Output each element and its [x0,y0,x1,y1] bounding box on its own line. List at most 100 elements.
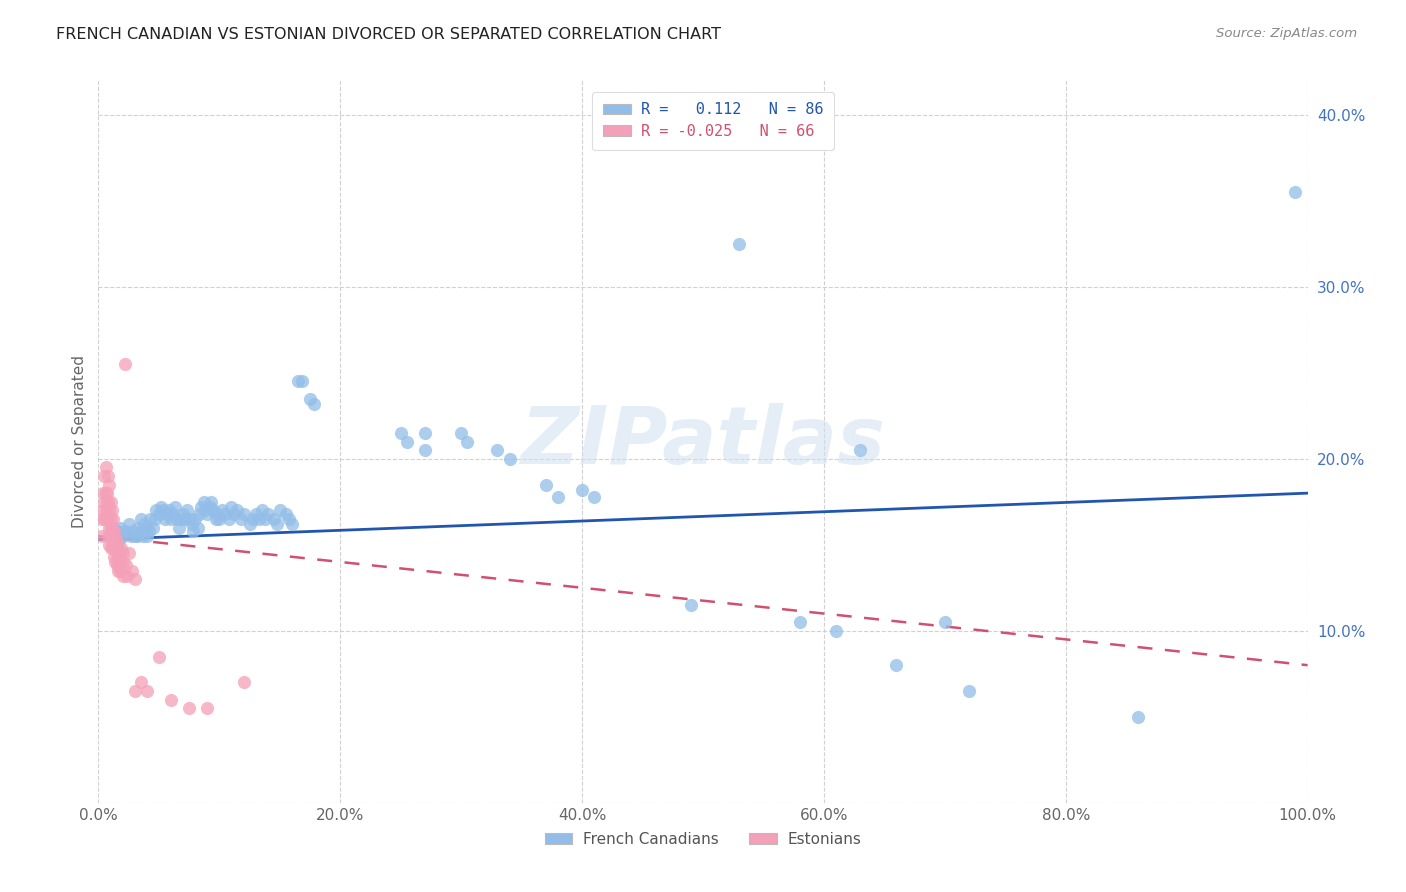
Point [198,500,221,514]
Point [97,469,120,483]
Point [121,524,143,538]
Point [93,512,115,526]
Point [413,443,436,458]
Point [232,675,254,690]
Point [104,541,127,556]
Point [105,524,128,538]
Point [679,598,702,612]
Point [93,469,115,483]
Point [211,503,233,517]
Point [135,520,157,534]
Point [934,615,956,630]
Point [93,494,115,508]
Point [957,684,980,698]
Point [278,512,301,526]
Point [111,568,134,582]
Point [108,533,131,547]
Point [91,503,114,517]
Point [97,529,120,543]
Point [108,551,131,566]
Point [226,503,249,517]
Point [98,520,121,534]
Point [583,490,606,504]
Text: FRENCH CANADIAN VS ESTONIAN DIVORCED OR SEPARATED CORRELATION CHART: FRENCH CANADIAN VS ESTONIAN DIVORCED OR … [56,27,721,42]
Point [202,503,225,517]
Point [229,512,252,526]
Point [124,684,146,698]
Point [108,558,131,573]
Point [221,500,243,514]
Point [195,507,218,521]
Point [148,507,170,521]
Point [96,494,118,508]
Point [111,529,134,543]
Point [135,684,157,698]
Point [100,538,122,552]
Point [104,529,127,543]
Point [162,507,184,521]
Point [242,512,264,526]
Point [100,503,122,517]
Point [129,675,152,690]
Point [114,524,136,538]
Point [194,503,217,517]
Point [107,551,129,566]
Point [547,490,569,504]
Point [187,520,209,534]
Point [103,524,125,538]
Point [101,520,124,534]
Point [169,512,191,526]
Point [274,507,297,521]
Point [101,541,124,556]
Point [222,507,245,521]
Point [160,692,183,706]
Point [91,512,114,526]
Point [287,375,309,389]
Point [143,512,166,526]
Point [100,529,122,543]
Point [138,524,160,538]
Text: ZIPatlas: ZIPatlas [520,402,886,481]
Point [108,564,131,578]
Point [145,503,167,517]
Point [281,517,304,532]
Point [389,425,412,440]
Point [269,503,291,517]
Point [250,503,273,517]
Text: Source: ZipAtlas.com: Source: ZipAtlas.com [1216,27,1357,40]
Point [105,534,128,549]
Point [127,520,149,534]
Point [129,524,152,538]
Point [152,503,174,517]
Point [180,517,202,532]
Point [104,555,127,569]
Point [111,555,134,569]
Point [214,507,236,521]
Point [103,549,125,564]
Point [299,392,322,406]
Point [91,529,114,543]
Point [100,520,122,534]
Point [728,236,751,251]
Point [108,520,131,534]
Point [129,512,152,526]
Point [263,512,285,526]
Point [132,529,155,543]
Legend: French Canadians, Estonians: French Canadians, Estonians [538,826,868,853]
Point [97,494,120,508]
Point [100,494,122,508]
Point [534,477,557,491]
Point [205,507,228,521]
Point [176,503,198,517]
Point [150,500,173,514]
Point [114,357,136,371]
Point [1128,710,1150,724]
Point [103,538,125,552]
Point [94,503,117,517]
Point [124,529,146,543]
Point [111,546,134,560]
Point [195,701,218,715]
Point [100,520,122,534]
Point [239,517,262,532]
Point [94,486,117,500]
